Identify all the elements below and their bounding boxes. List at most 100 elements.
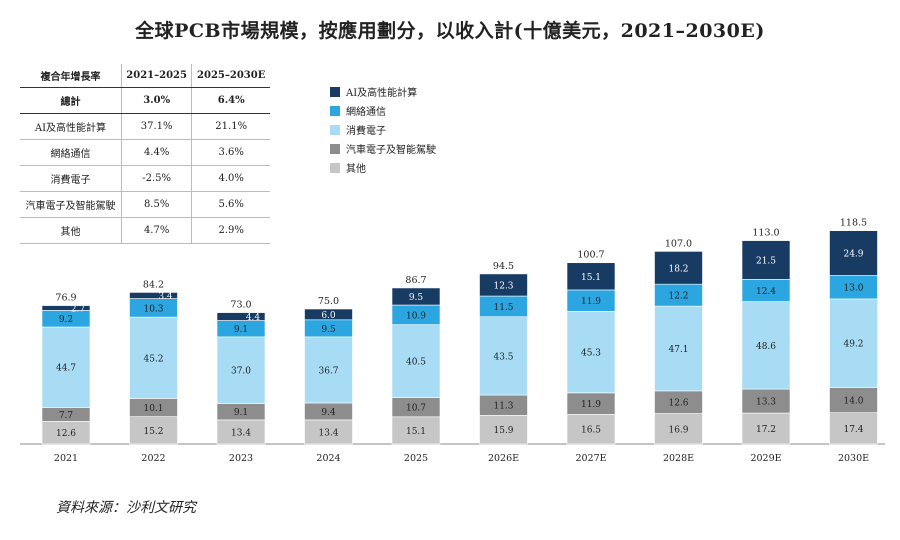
data-label: 49.2 — [843, 340, 863, 350]
data-label: 9.5 — [321, 325, 336, 335]
bar-segment — [741, 240, 791, 280]
cagr-row-label: 消費電子 — [20, 165, 122, 192]
chart-title: 全球PCB市場規模，按應用劃分，以收入計(十億美元，2021–2030E) — [135, 20, 765, 42]
total-label: 100.7 — [577, 250, 604, 261]
legend-item: 網絡通信 — [330, 101, 436, 120]
data-label: 24.9 — [843, 250, 863, 260]
data-label: 18.2 — [668, 264, 688, 274]
data-label: 21.5 — [756, 256, 776, 266]
cagr-row: 汽車電子及智能駕駛 8.5% 5.6% — [20, 191, 270, 218]
data-label: 13.4 — [318, 428, 338, 438]
bar-segment — [741, 412, 791, 445]
cagr-row-label: 其他 — [20, 217, 122, 244]
data-label: 13.3 — [756, 398, 776, 408]
data-label: 14.0 — [843, 397, 863, 407]
legend-label: 網絡通信 — [346, 107, 386, 118]
data-label: 45.2 — [143, 354, 163, 364]
source-note: 資料來源：沙利文研究 — [56, 500, 196, 516]
data-label: 10.9 — [406, 311, 426, 321]
x-tick-label: 2024 — [316, 453, 340, 464]
total-label: 86.7 — [405, 275, 426, 286]
data-label: 15.1 — [406, 427, 426, 437]
cagr-value-2025-2030: 2.9% — [191, 217, 270, 244]
cagr-value-2021-2025: 8.5% — [121, 191, 193, 218]
cagr-row: 總計 3.0% 6.4% — [20, 87, 270, 114]
legend-swatch — [330, 105, 340, 116]
data-label: 17.4 — [843, 425, 863, 435]
bar-segment — [304, 308, 353, 321]
bar-segment — [566, 413, 616, 445]
data-label: 13.4 — [231, 428, 251, 438]
x-tick-label: 2025 — [404, 453, 428, 464]
legend-label: AI及高性能計算 — [346, 88, 418, 99]
bar-segment — [304, 419, 353, 445]
cagr-value-2021-2025: 37.1% — [121, 113, 193, 140]
bar-segment — [41, 305, 91, 311]
bar-segment — [129, 416, 178, 445]
cagr-row: 網絡通信 4.4% 3.6% — [20, 139, 270, 166]
cagr-value-2021-2025: 4.4% — [121, 139, 193, 166]
cagr-value-2025-2030: 21.1% — [191, 113, 270, 140]
legend-label: 其他 — [346, 164, 366, 175]
data-label: 37.0 — [231, 367, 251, 377]
data-label: 16.9 — [668, 425, 688, 435]
data-label: 9.4 — [321, 408, 336, 418]
data-label: 10.1 — [143, 404, 163, 414]
bar-segment — [654, 413, 703, 445]
x-tick-label: 2021 — [54, 453, 78, 464]
cagr-value-2025-2030: 3.6% — [191, 139, 270, 166]
total-label: 76.9 — [55, 293, 76, 304]
bar-segment — [479, 316, 528, 396]
cagr-value-2025-2030: 4.0% — [191, 165, 270, 192]
cagr-value-2021-2025: 3.0% — [121, 87, 193, 114]
total-label: 107.0 — [665, 238, 692, 249]
total-label: 113.0 — [752, 228, 779, 239]
data-label: 12.2 — [668, 292, 688, 302]
data-label: 9.1 — [234, 408, 248, 418]
x-tick-label: 2028E — [663, 453, 694, 464]
x-tick-label: 2027E — [575, 453, 606, 464]
data-label: 12.6 — [668, 399, 688, 409]
data-label: 10.3 — [143, 304, 163, 314]
x-tick-label: 2026E — [488, 453, 519, 464]
cagr-header-2021-2025: 2021–2025 — [121, 64, 193, 88]
data-label: 9.5 — [409, 293, 424, 303]
legend-swatch — [330, 162, 340, 173]
legend-label: 消費電子 — [346, 126, 386, 137]
data-label: 11.3 — [493, 402, 513, 412]
total-label: 94.5 — [493, 261, 514, 272]
total-label: 118.5 — [840, 218, 867, 229]
data-label: 12.3 — [493, 281, 513, 291]
x-tick-label: 2030E — [838, 453, 869, 464]
bar-segment — [391, 287, 441, 306]
legend-item: 其他 — [330, 158, 436, 177]
data-label: 12.6 — [56, 429, 76, 439]
data-label: 17.2 — [756, 425, 776, 435]
cagr-table-header: 複合年增長率 2021–2025 2025–2030E — [20, 64, 270, 88]
cagr-value-2025-2030: 6.4% — [191, 87, 270, 114]
bar-segment — [216, 336, 266, 404]
data-label: 13.0 — [843, 284, 863, 294]
cagr-table: 複合年增長率 2021–2025 2025–2030E 總計 3.0% 6.4% AI… — [20, 64, 270, 244]
cagr-row: AI及高性能計算 37.1% 21.1% — [20, 113, 270, 140]
data-label: 11.9 — [581, 297, 601, 307]
cagr-value-2021-2025: -2.5% — [121, 165, 193, 192]
data-label: 4.4 — [246, 313, 261, 323]
bar-segment — [566, 311, 616, 394]
bar-segment — [391, 324, 441, 398]
bar-segment — [654, 251, 703, 285]
bar-segment — [829, 230, 878, 276]
bar-segment — [304, 336, 353, 404]
data-label: 9.1 — [234, 325, 248, 335]
legend-swatch — [330, 86, 340, 97]
bar-segment — [129, 292, 178, 299]
data-label: 45.3 — [581, 349, 601, 359]
data-label: 40.5 — [406, 358, 426, 368]
bar-segment — [829, 298, 878, 388]
total-label: 73.0 — [230, 300, 251, 311]
x-tick-label: 2022 — [141, 453, 165, 464]
chart-legend: AI及高性能計算 網絡通信 消費電子 汽車電子及智能駕駛 其他 — [330, 82, 436, 177]
data-label: 12.4 — [756, 287, 776, 297]
data-label: 44.7 — [56, 364, 76, 374]
